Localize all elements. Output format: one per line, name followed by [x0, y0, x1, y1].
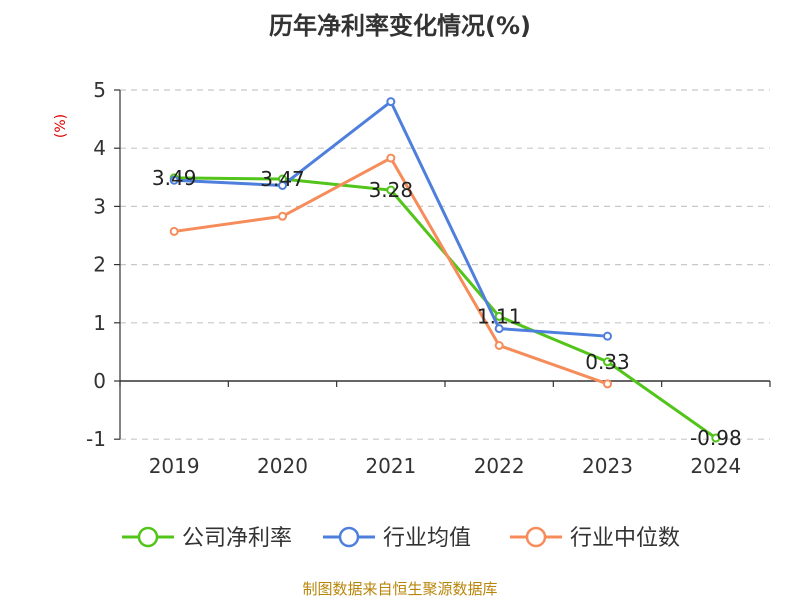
data-point[interactable]	[169, 226, 179, 236]
legend-label: 行业中位数	[570, 526, 680, 551]
legend-item-0[interactable]: 公司净利率	[122, 526, 292, 551]
data-label: -0.98	[690, 426, 742, 450]
data-label: 3.28	[369, 178, 414, 202]
data-point[interactable]	[169, 175, 179, 185]
y-tick-label: 4	[93, 136, 106, 160]
chart-title: 历年净利率变化情况(%)	[269, 12, 531, 40]
y-tick-label: 3	[93, 194, 106, 218]
legend-item-1[interactable]: 行业均值	[323, 526, 471, 551]
legend-swatch-marker	[525, 526, 547, 548]
data-point[interactable]	[603, 357, 612, 367]
source-note: 制图数据来自恒生聚源数据库	[302, 580, 498, 598]
y-tick-label: 0	[93, 369, 106, 393]
grid-lines	[120, 89, 770, 440]
data-point[interactable]	[278, 211, 287, 221]
x-tick-label: 2021	[365, 454, 416, 478]
legend-swatch-marker	[338, 526, 360, 548]
data-point[interactable]	[494, 340, 504, 350]
axes: 5 4 3 2 1 0 -1 2019 2020 2021 2022 2023 2024	[86, 78, 771, 478]
series-lines	[169, 97, 721, 443]
data-label: 3.47	[260, 167, 305, 191]
legend-item-2[interactable]: 行业中位数	[510, 526, 680, 551]
data-point[interactable]	[386, 153, 396, 163]
data-point[interactable]	[603, 379, 612, 389]
legend-swatch-marker	[137, 526, 159, 548]
data-point[interactable]	[278, 180, 287, 190]
y-tick-label: 1	[93, 311, 106, 335]
x-tick-label: 2022	[474, 454, 525, 478]
data-label: 0.33	[585, 350, 630, 374]
legend-label: 行业均值	[383, 526, 471, 551]
x-tick-label: 2019	[149, 454, 200, 478]
data-point[interactable]	[711, 433, 721, 443]
data-labels: 3.49 3.47 3.28 1.11 0.33 -0.98	[152, 166, 742, 450]
x-tick-label: 2023	[582, 454, 633, 478]
x-tick-label: 2024	[690, 454, 741, 478]
data-point[interactable]	[386, 97, 396, 107]
data-label: 3.49	[152, 166, 197, 190]
y-tick-label: 5	[93, 78, 106, 102]
legend[interactable]: 公司净利率 行业均值 行业中位数	[122, 526, 680, 551]
data-point[interactable]	[494, 324, 504, 334]
y-tick-label: 2	[93, 253, 106, 277]
x-tick-label: 2020	[257, 454, 308, 478]
data-point[interactable]	[386, 185, 396, 195]
y-tick-label: -1	[86, 427, 106, 451]
data-label: 1.11	[477, 304, 522, 328]
y-axis-unit-label: (%)	[53, 114, 69, 138]
data-point[interactable]	[494, 311, 504, 321]
series-line-1	[174, 100, 608, 338]
data-point[interactable]	[603, 331, 612, 341]
legend-label: 公司净利率	[182, 526, 292, 551]
